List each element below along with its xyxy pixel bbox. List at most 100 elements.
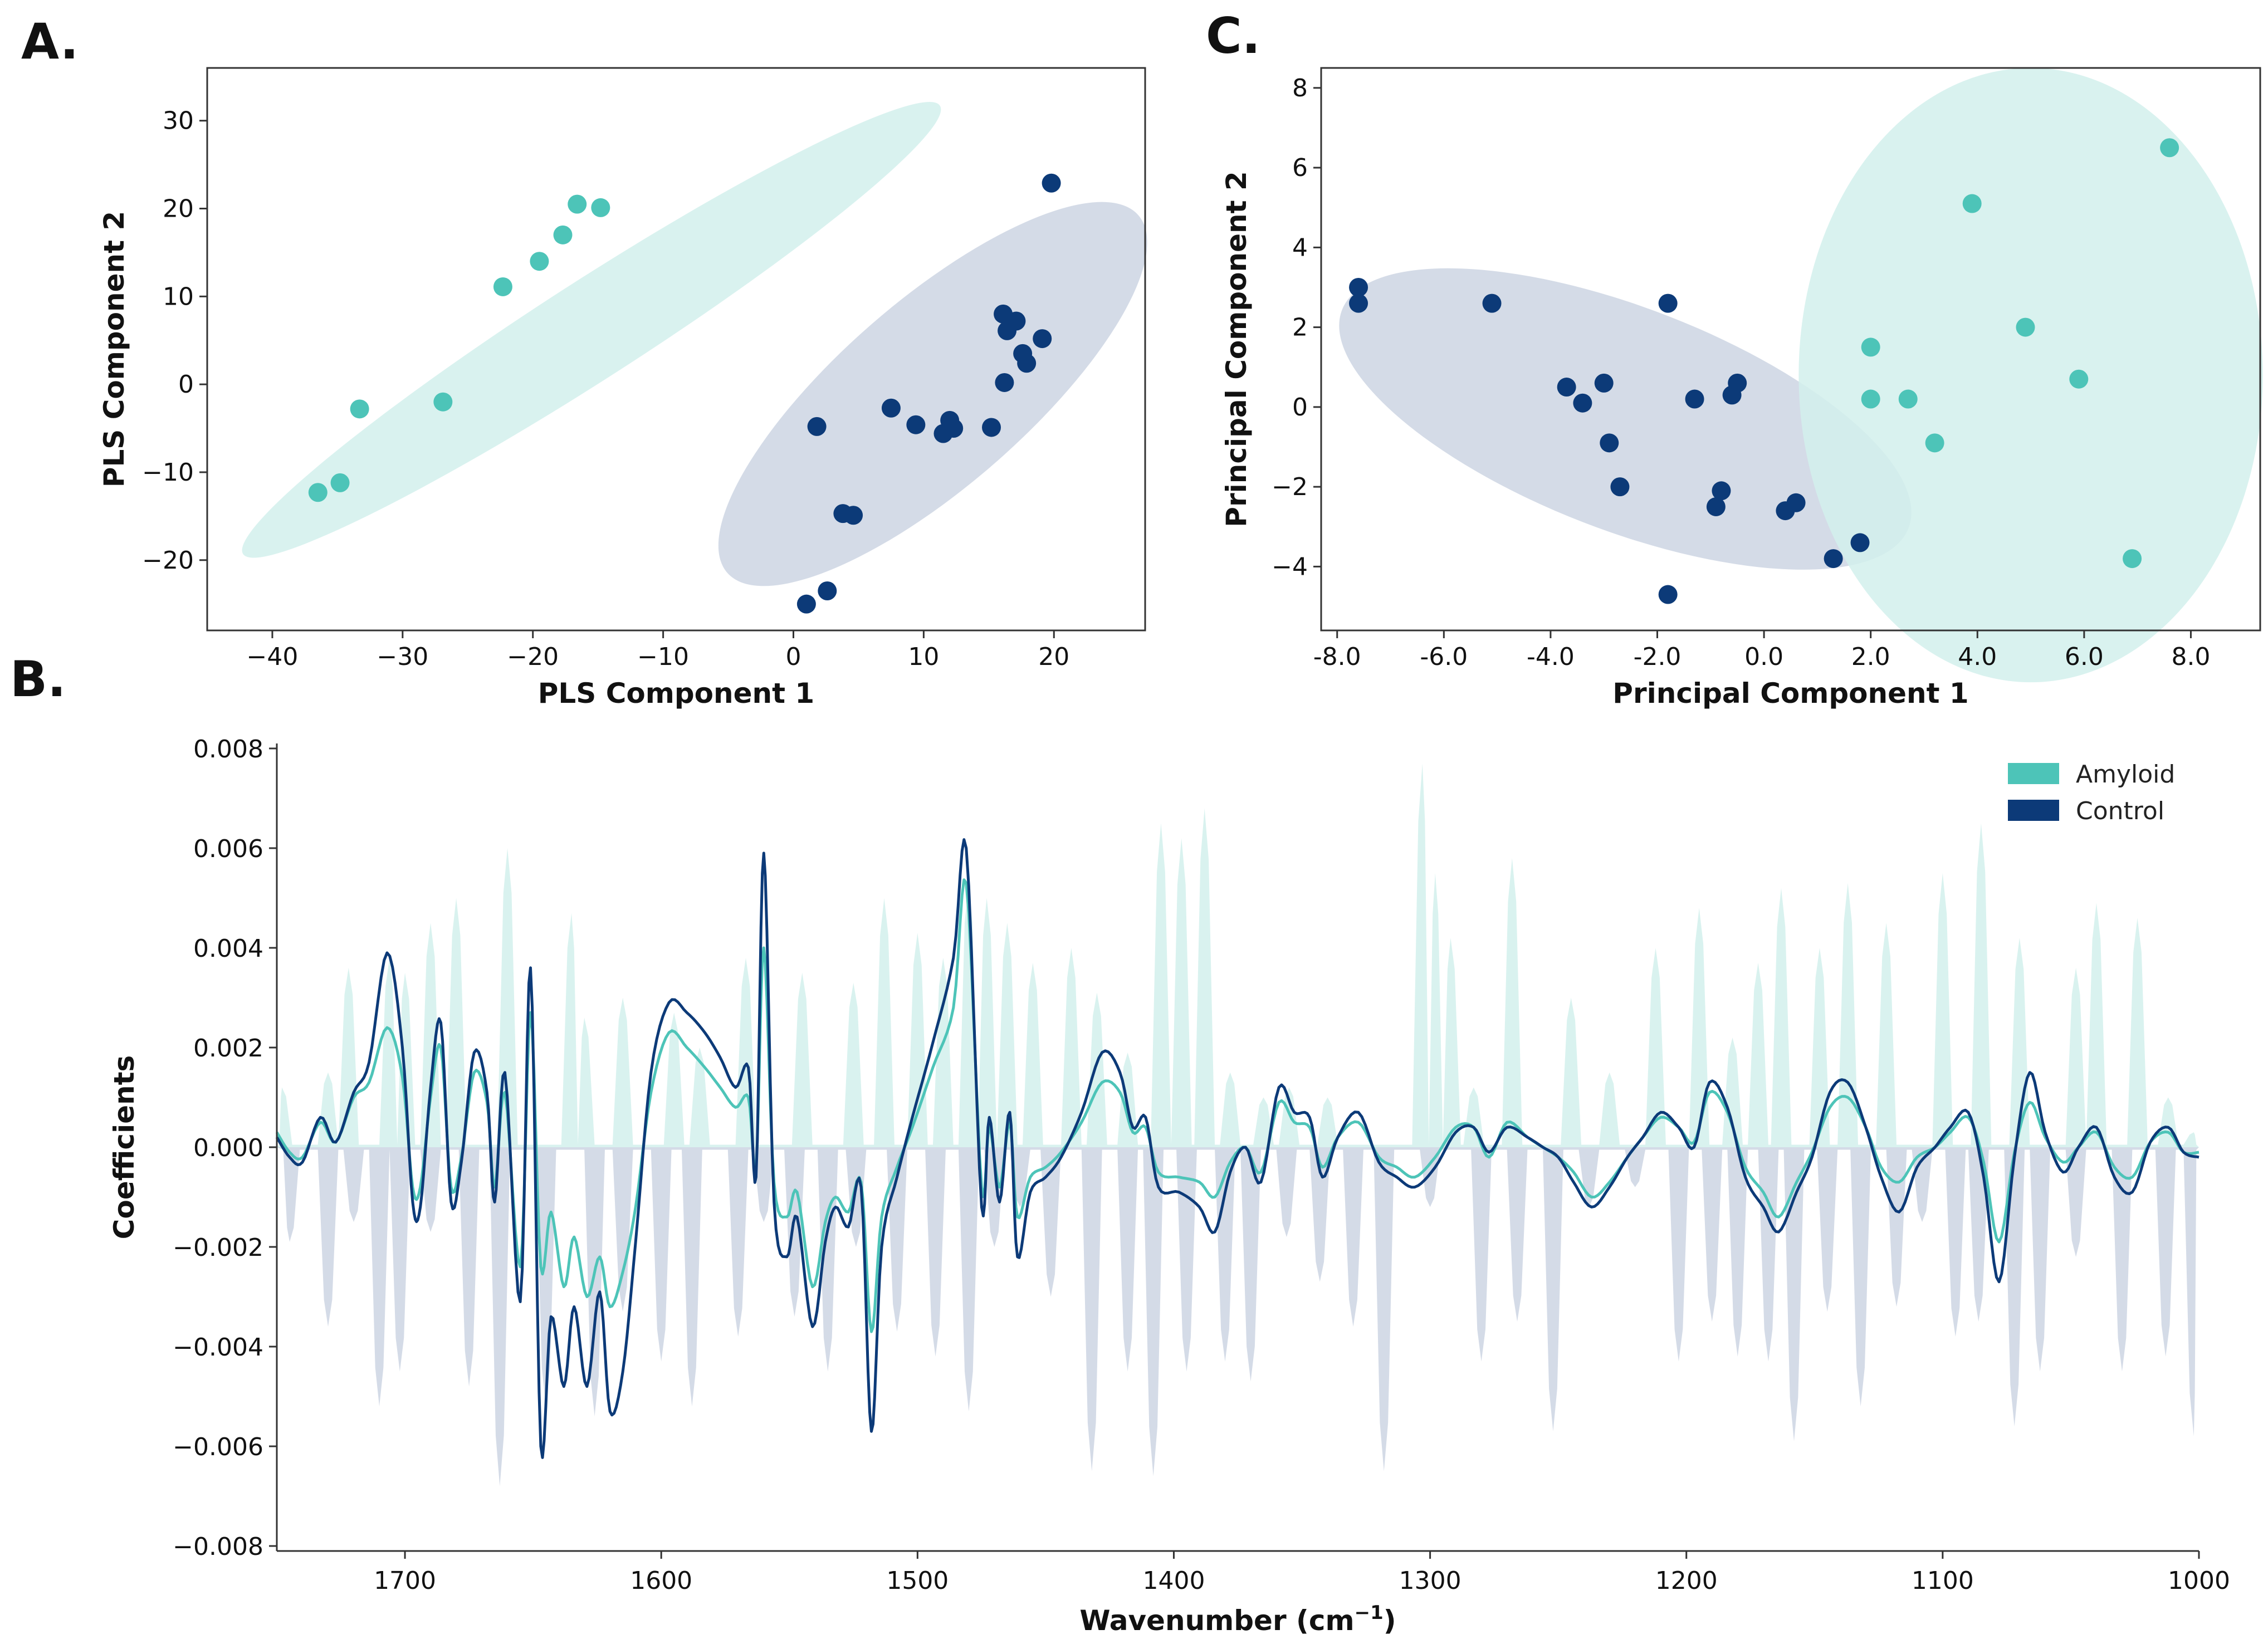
y-tick-label: 0: [1292, 393, 1308, 422]
point-control: [1850, 533, 1870, 552]
y-tick-label: −0.008: [173, 1533, 263, 1561]
point-amyloid: [2160, 138, 2179, 158]
point-control: [1706, 497, 1726, 516]
point-amyloid: [1962, 194, 1982, 213]
point-amyloid: [2069, 369, 2089, 389]
point-amyloid: [330, 473, 350, 492]
y-tick-label: −0.004: [173, 1333, 263, 1362]
point-control: [995, 373, 1014, 392]
legend-label-amyloid: Amyloid: [2076, 760, 2175, 789]
amyloid-coefficient-fill: [277, 763, 2199, 1147]
point-control: [944, 419, 964, 438]
point-control: [1006, 311, 1026, 331]
x-tick-label: -2.0: [1634, 643, 1682, 671]
point-amyloid: [493, 277, 512, 296]
x-tick-label: 6.0: [2065, 643, 2104, 671]
point-amyloid: [568, 194, 587, 214]
x-tick-label: 1500: [886, 1567, 949, 1595]
x-tick-label: 2.0: [1851, 643, 1890, 671]
y-tick-label: −4: [1272, 552, 1308, 581]
x-tick-label: 1000: [2168, 1567, 2230, 1595]
legend-swatch-amyloid: [2008, 763, 2059, 784]
point-amyloid: [1898, 389, 1918, 409]
y-tick-label: 0.004: [193, 934, 263, 963]
x-tick-label: 1600: [630, 1567, 692, 1595]
point-control: [1349, 293, 1368, 313]
point-control: [1594, 373, 1614, 393]
point-control: [1658, 293, 1678, 313]
point-control: [1557, 378, 1576, 397]
panel-c-axes-frame: [1320, 67, 2261, 632]
x-tick-label: -6.0: [1420, 643, 1468, 671]
y-tick-label: 0.008: [193, 735, 263, 764]
x-tick-label: 0: [786, 643, 801, 671]
panel-a-axes-frame: [206, 67, 1146, 632]
x-tick-label: 1100: [1912, 1567, 1974, 1595]
point-control: [1786, 493, 1806, 512]
x-tick-label: −40: [247, 643, 299, 671]
point-control: [1017, 354, 1037, 373]
point-amyloid: [350, 399, 369, 419]
point-control: [1033, 329, 1052, 349]
panel-b-x-axis-label: Wavenumber (cm−1): [1079, 1602, 1396, 1637]
panel-b-legend: Amyloid Control: [2008, 760, 2175, 825]
point-control: [881, 398, 901, 418]
x-tick-label: −20: [507, 643, 559, 671]
point-control: [1824, 549, 1843, 569]
point-amyloid: [591, 198, 610, 217]
y-tick-label: 6: [1292, 154, 1308, 182]
y-tick-label: −20: [142, 546, 194, 575]
point-control: [1349, 277, 1368, 297]
confidence-ellipse-amyloid: [242, 102, 941, 558]
y-tick-label: 4: [1292, 233, 1308, 262]
x-tick-label: -8.0: [1313, 643, 1361, 671]
panel-a-y-axis-label: PLS Component 2: [98, 211, 130, 487]
point-amyloid: [553, 225, 573, 244]
confidence-ellipse-control: [1339, 268, 1912, 570]
panel-c-scatter: C. -8.0 -6.0 -4.0 -2.0 0.0 2.0 4.0 6.0 8.0 −4 −2 0…: [1206, 7, 2263, 709]
point-control: [1573, 393, 1592, 413]
point-control: [818, 581, 837, 600]
point-amyloid: [433, 392, 453, 412]
point-control: [982, 418, 1001, 437]
amyloid-coefficient-line: [275, 878, 2199, 1333]
point-control: [1712, 481, 1731, 501]
confidence-ellipse-amyloid: [1798, 68, 2263, 683]
point-control: [1482, 293, 1502, 313]
point-amyloid: [1925, 433, 1944, 453]
x-tick-label: -4.0: [1527, 643, 1575, 671]
point-amyloid: [308, 483, 328, 502]
y-tick-label: −10: [142, 458, 194, 487]
point-amyloid: [1861, 337, 1880, 357]
x-tick-label: 4.0: [1958, 643, 1997, 671]
panel-a-scatter: A. −40 −30 −20 −10 0 10 20 −20 −10 0 10 20 30 PLS C…: [21, 13, 1147, 709]
panel-b-label: B.: [10, 650, 66, 708]
point-control: [844, 506, 863, 525]
panel-b-coefficients: B. 1700 1600 1500 1400 1300 1200 1100 1000 −0.0…: [10, 650, 2230, 1637]
point-control: [1600, 433, 1619, 453]
x-tick-label: 1300: [1399, 1567, 1462, 1595]
panel-c-label: C.: [1206, 7, 1260, 65]
y-tick-label: 0.000: [193, 1134, 263, 1162]
y-tick-label: 0.002: [193, 1034, 263, 1063]
panel-c-x-axis-label: Principal Component 1: [1612, 677, 1968, 709]
x-tick-label: 1400: [1142, 1567, 1205, 1595]
point-control: [807, 417, 827, 436]
x-tick-label: 1200: [1655, 1567, 1718, 1595]
panel-a-x-axis-label: PLS Component 1: [538, 677, 814, 709]
point-amyloid: [2123, 549, 2142, 569]
point-control: [796, 594, 816, 614]
point-control: [1610, 477, 1630, 497]
y-tick-label: −2: [1272, 473, 1308, 501]
x-tick-label: 10: [908, 643, 939, 671]
x-tick-label: 0.0: [1744, 643, 1783, 671]
y-tick-label: 8: [1292, 74, 1308, 102]
confidence-ellipse-control: [718, 202, 1147, 586]
y-tick-label: −0.006: [173, 1433, 263, 1461]
point-amyloid: [1861, 389, 1880, 409]
x-tick-label: −30: [377, 643, 428, 671]
point-control: [1042, 173, 1061, 193]
point-control: [1728, 373, 1747, 393]
point-control: [1685, 389, 1704, 409]
